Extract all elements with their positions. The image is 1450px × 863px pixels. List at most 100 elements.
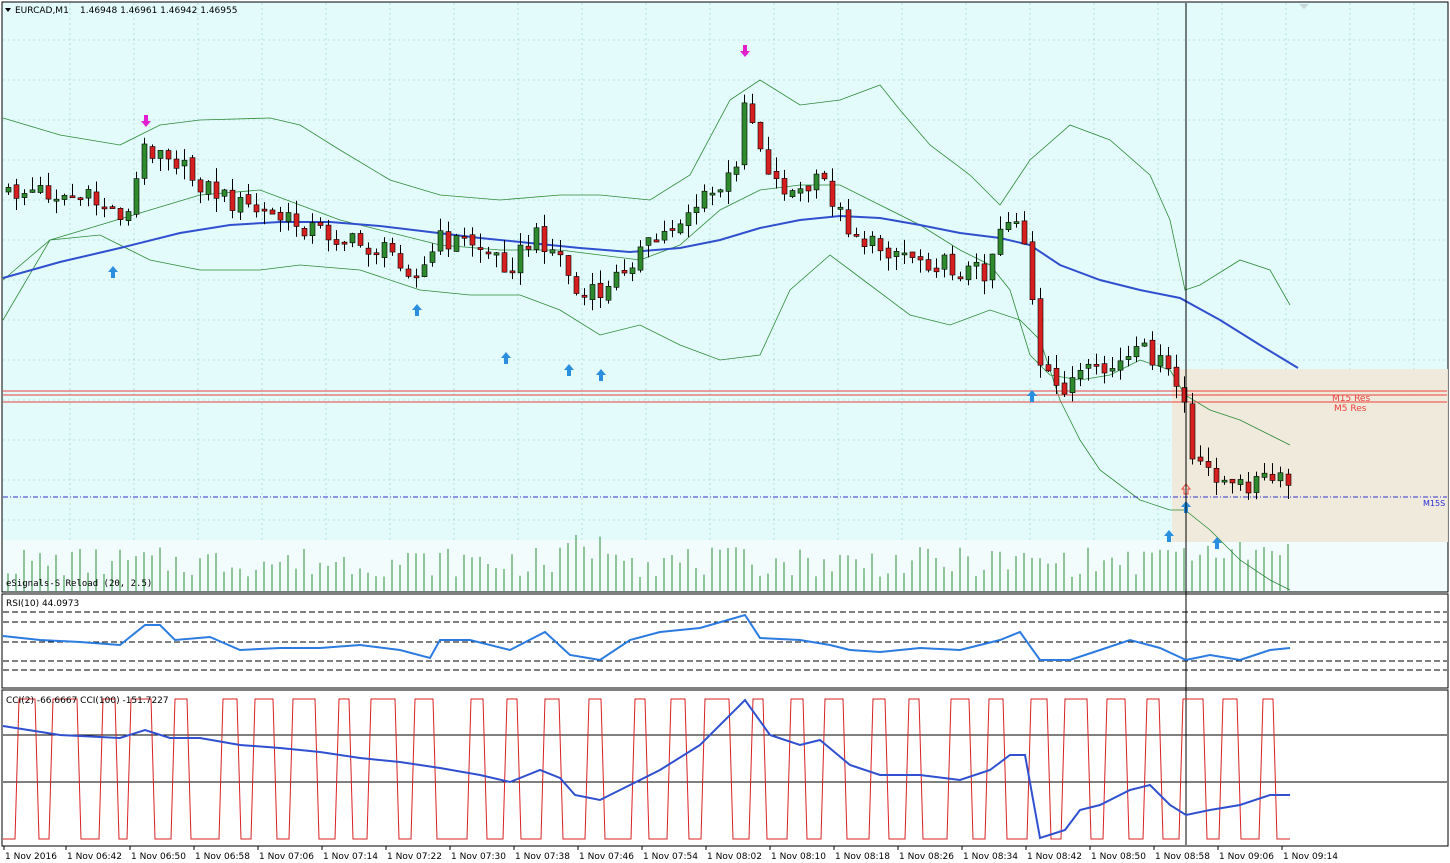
candle-body <box>1189 403 1196 460</box>
bollinger-upper <box>2 79 1291 306</box>
candle-body <box>533 227 540 250</box>
bollinger-lower <box>2 234 1291 591</box>
panel-menu-icon[interactable] <box>5 8 11 12</box>
candle-body <box>1117 360 1124 371</box>
time-label: 1 Nov 08:02 <box>707 852 762 862</box>
time-label: 1 Nov 09:14 <box>1283 852 1338 862</box>
ma-line <box>2 214 1299 369</box>
time-label: 1 Nov 07:46 <box>579 852 634 862</box>
candle-body <box>701 190 708 209</box>
candle-body <box>1269 473 1276 481</box>
candle-body <box>1197 456 1204 462</box>
candle-body <box>765 149 772 175</box>
cci-slow-line <box>2 698 1290 840</box>
candle-body <box>813 173 820 191</box>
candle-body <box>341 241 348 245</box>
candle-body <box>805 185 812 192</box>
candle-body <box>589 284 596 300</box>
candle-body <box>1277 472 1284 482</box>
time-label: 1 Nov 08:34 <box>963 852 1018 862</box>
candle-body <box>893 251 900 257</box>
arrow-up-icon <box>564 364 574 376</box>
time-label: 1 Nov 2016 <box>5 852 57 862</box>
candle-body <box>1173 366 1180 387</box>
rsi-panel[interactable] <box>1 593 1449 689</box>
candle-body <box>1253 476 1260 493</box>
candle-body <box>485 251 492 255</box>
candle-body <box>973 261 980 267</box>
candle-body <box>1229 478 1236 484</box>
rsi-label: RSI(10) 44.0973 <box>6 599 79 609</box>
support-tag: M15S <box>1423 499 1445 508</box>
time-label: 1 Nov 07:14 <box>323 852 378 862</box>
candle-body <box>293 213 300 227</box>
arrow-up-icon <box>1212 537 1222 549</box>
candle-body <box>1261 472 1268 478</box>
candle-body <box>237 197 244 213</box>
indicator-label: eSignals-S Reload (20, 2.5) <box>6 579 152 589</box>
candle-body <box>925 259 932 271</box>
candle-body <box>205 181 212 195</box>
candle-body <box>669 228 676 231</box>
candle-body <box>677 223 684 234</box>
candle-body <box>749 103 756 123</box>
rsi-line <box>2 613 1291 662</box>
arrow-up-icon <box>501 352 511 364</box>
candle-body <box>37 185 44 193</box>
candle-body <box>1053 367 1060 386</box>
candle-body <box>133 178 140 215</box>
candle-body <box>1101 363 1108 374</box>
candle-body <box>557 251 564 256</box>
candle-body <box>101 206 108 210</box>
cci-panel[interactable] <box>1 689 1449 847</box>
support-resistance-zone <box>1172 369 1448 542</box>
candle-body <box>173 158 180 169</box>
candle-body <box>157 150 164 159</box>
candle-body <box>501 252 508 273</box>
m5-res-label: M5 Res <box>1334 404 1367 414</box>
candle-body <box>317 221 324 226</box>
candle-body <box>725 172 732 192</box>
candle-body <box>981 263 988 282</box>
candle-body <box>349 233 356 244</box>
candle-body <box>1037 298 1044 366</box>
candle-body <box>261 208 268 212</box>
symbol-label: EURCAD,M1 <box>15 6 69 16</box>
time-label: 1 Nov 07:38 <box>515 852 570 862</box>
candle-body <box>301 228 308 237</box>
arrow-down-icon <box>141 115 151 127</box>
candle-body <box>997 228 1004 255</box>
arrow-up-icon <box>1027 390 1037 402</box>
candle-body <box>565 255 572 276</box>
candle-body <box>357 233 364 246</box>
candle-body <box>1213 467 1220 483</box>
candle-body <box>989 253 996 281</box>
scroll-indicator-icon[interactable] <box>1299 4 1309 9</box>
candle-body <box>685 212 692 226</box>
candle-body <box>285 212 292 222</box>
candle-body <box>373 252 380 256</box>
candle-body <box>437 230 444 252</box>
candle-body <box>389 243 396 253</box>
candle-body <box>445 231 452 250</box>
candle-body <box>949 253 956 276</box>
time-label: 1 Nov 07:54 <box>643 852 698 862</box>
candle-body <box>549 249 556 254</box>
candle-body <box>381 242 388 258</box>
candle-body <box>141 143 148 179</box>
arrow-up-icon <box>1164 530 1174 542</box>
candle-body <box>125 211 132 221</box>
candle-body <box>709 192 716 196</box>
candle-body <box>1165 355 1172 370</box>
candle-body <box>453 235 460 252</box>
candle-body <box>909 251 916 258</box>
candle-body <box>1045 364 1052 372</box>
candle-body <box>1181 387 1188 403</box>
cci-fast-line <box>3 698 1290 840</box>
m15-res-label: M15 Res <box>1332 394 1370 404</box>
candle-body <box>29 189 36 193</box>
candle-body <box>581 294 588 298</box>
time-label: 1 Nov 08:26 <box>899 852 954 862</box>
